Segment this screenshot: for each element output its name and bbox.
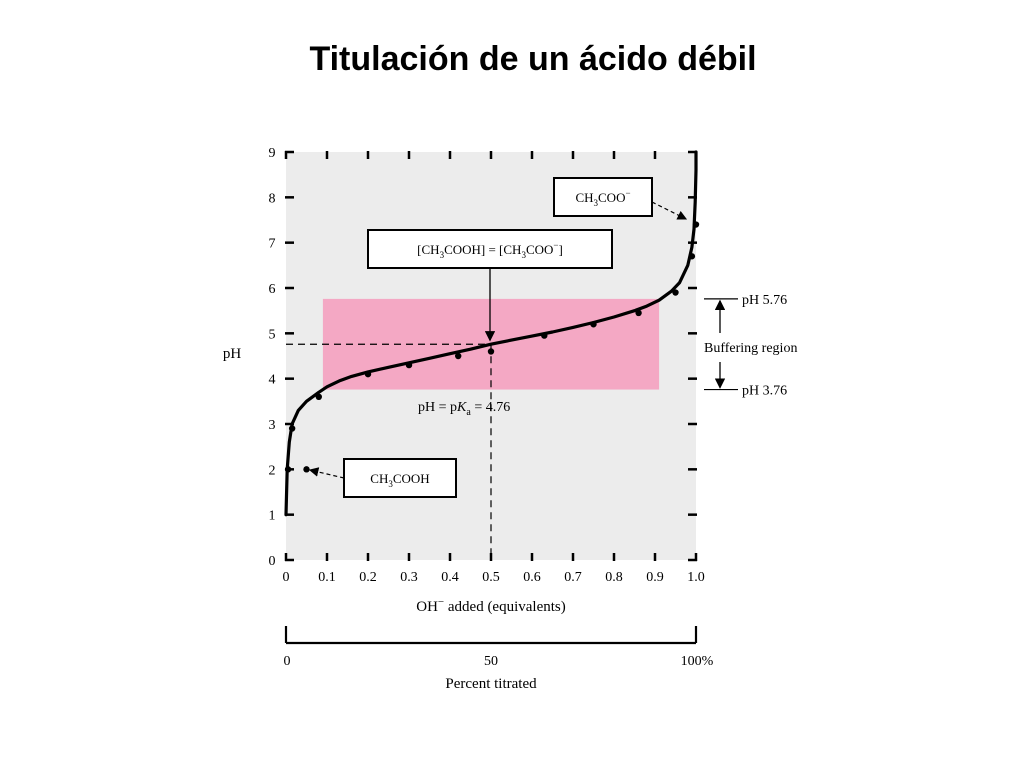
x-tick-label: 0.8 [605,570,623,585]
percent-tick-label: 0 [284,654,291,669]
x-tick-label: 0.1 [318,570,336,585]
x-tick-label: 0.2 [359,570,377,585]
text-segment: K [456,400,467,415]
percent-tick-label: 100% [681,654,714,669]
text-segment: 3 [440,250,445,260]
x-tick-label: 0.7 [564,570,582,585]
text-segment: CH [370,471,388,486]
acid-arrow [308,467,345,479]
y-tick-label: 6 [269,282,276,297]
data-point [284,466,292,473]
data-point [688,253,696,260]
x-tick-label: 0.9 [646,570,664,585]
text-segment: a [466,407,471,418]
acetate-box-label: CH3COO− [575,188,630,208]
x-tick-label: 0.4 [441,570,459,585]
text-segment: 3 [388,479,393,489]
data-point [672,289,679,296]
y-tick-label: 7 [269,237,276,252]
data-point [455,352,462,360]
pka-guides [286,343,492,560]
text-segment: COOH] = [CH [444,242,521,257]
y-tick-label: 2 [269,463,276,478]
text-segment: 3 [594,198,599,208]
text-segment: COO [526,242,553,257]
x-axis-label-segment: − [438,596,444,608]
data-point [487,348,495,355]
acid-box [343,458,457,498]
acetate-box [553,177,653,217]
y-tick-label: 4 [269,373,276,388]
acid-box-label: CH3COOH [370,471,429,489]
text-segment: = 4.76 [471,400,510,415]
text-segment: pH = p [418,400,457,415]
text-segment: − [625,188,630,198]
text-segment: COOH [393,471,430,486]
text-segment: 3 [521,250,526,260]
acetate-arrow [651,201,688,220]
text-segment: ] [558,242,562,257]
titration-curve [284,150,698,517]
x-axis-label: OH− added (equivalents) [416,596,566,615]
x-axis-label-segment: OH [416,599,438,615]
percent-axis-label: Percent titrated [445,676,537,692]
equality-box [367,229,613,269]
y-axis: 0 1 2 3 4 5 6 7 8 9 [269,146,697,569]
pka-label: pH = pKa = 4.76 [418,400,510,418]
y-axis-label: pH [223,346,242,362]
x-tick-label: 0.5 [482,570,500,585]
percent-tick-label: 50 [484,654,498,669]
data-point [635,309,642,317]
x-tick-label: 0.3 [400,570,418,585]
y-tick-label: 8 [269,191,276,206]
data-point [405,361,413,369]
text-segment: [CH [417,242,439,257]
data-point [364,370,372,378]
data-point [288,425,296,432]
buffer-bottom-label: pH 3.76 [742,384,787,399]
buffer-top-label: pH 5.76 [742,293,787,308]
x-axis: 0 0.1 0.2 0.3 0.4 0.5 0.6 0.7 0.8 0.9 1.0 [283,151,705,585]
data-markers [284,221,700,473]
data-point [692,221,700,228]
x-tick-label: 1.0 [687,570,705,585]
text-segment: − [553,240,558,250]
data-point [315,393,322,400]
buffer-region-label: Buffering region [704,341,797,356]
x-axis-label-segment: added (equivalents) [444,599,566,615]
y-tick-label: 1 [269,509,276,524]
text-segment: COO [598,190,625,205]
data-point [590,321,597,328]
x-tick-label: 0.6 [523,570,541,585]
data-point [303,466,310,473]
percent-axis: 0 50 100% Percent titrated [284,626,714,692]
y-tick-label: 5 [269,327,276,342]
y-tick-label: 0 [269,554,276,569]
y-tick-label: 9 [269,146,276,161]
slide-title: Titulación de un ácido débil [309,40,757,78]
data-point [541,332,548,339]
x-tick-label: 0 [283,570,290,585]
text-segment: CH [575,190,593,205]
equality-box-label: [CH3COOH] = [CH3COO−] [417,240,563,260]
y-tick-label: 3 [269,418,276,433]
